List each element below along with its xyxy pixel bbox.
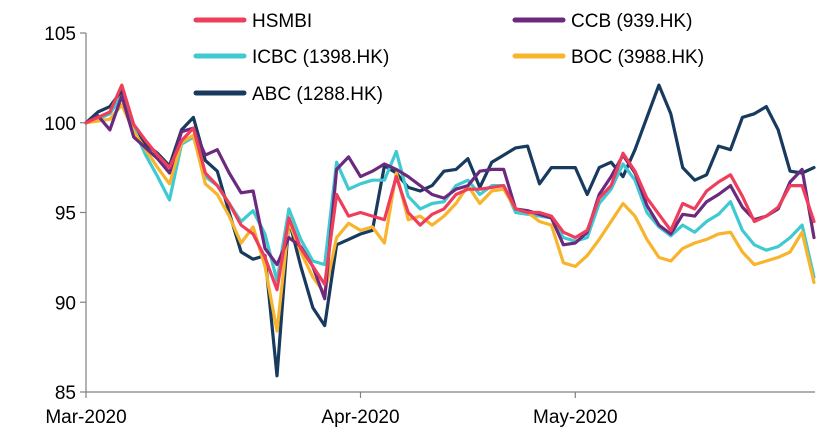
- legend-label: BOC (3988.HK): [571, 47, 704, 68]
- y-tick-label: 95: [55, 204, 76, 225]
- y-tick-label: 100: [44, 114, 76, 135]
- series-lines: [84, 83, 816, 378]
- x-tick-label: May-2020: [533, 407, 618, 428]
- legend-label: ICBC (1398.HK): [252, 47, 389, 68]
- x-tick-label: Apr-2020: [321, 407, 399, 428]
- series-line-hsmbi: [84, 83, 816, 292]
- legend: HSMBI CCB (939.HK) ICBC (1398.HK) BOC (3988…: [193, 11, 704, 105]
- legend-item-icbc: ICBC (1398.HK): [193, 47, 389, 68]
- series-line-boc: [84, 103, 816, 333]
- series-line-abc: [84, 83, 816, 378]
- axes: 85 90 95 100 105 Mar-2020 Apr-2020 May-2020: [44, 24, 815, 428]
- legend-label: CCB (939.HK): [571, 11, 692, 32]
- legend-item-boc: BOC (3988.HK): [512, 47, 704, 68]
- legend-item-ccb: CCB (939.HK): [512, 11, 692, 32]
- y-tick-label: 90: [55, 293, 76, 314]
- legend-item-hsmbi: HSMBI: [193, 11, 312, 32]
- legend-label: ABC (1288.HK): [252, 84, 383, 105]
- legend-label: HSMBI: [252, 11, 312, 32]
- series-line-ccb: [84, 94, 816, 301]
- y-tick-label: 85: [55, 383, 76, 404]
- legend-item-abc: ABC (1288.HK): [193, 84, 383, 105]
- x-tick-label: Mar-2020: [45, 407, 126, 428]
- y-tick-label: 105: [44, 24, 76, 45]
